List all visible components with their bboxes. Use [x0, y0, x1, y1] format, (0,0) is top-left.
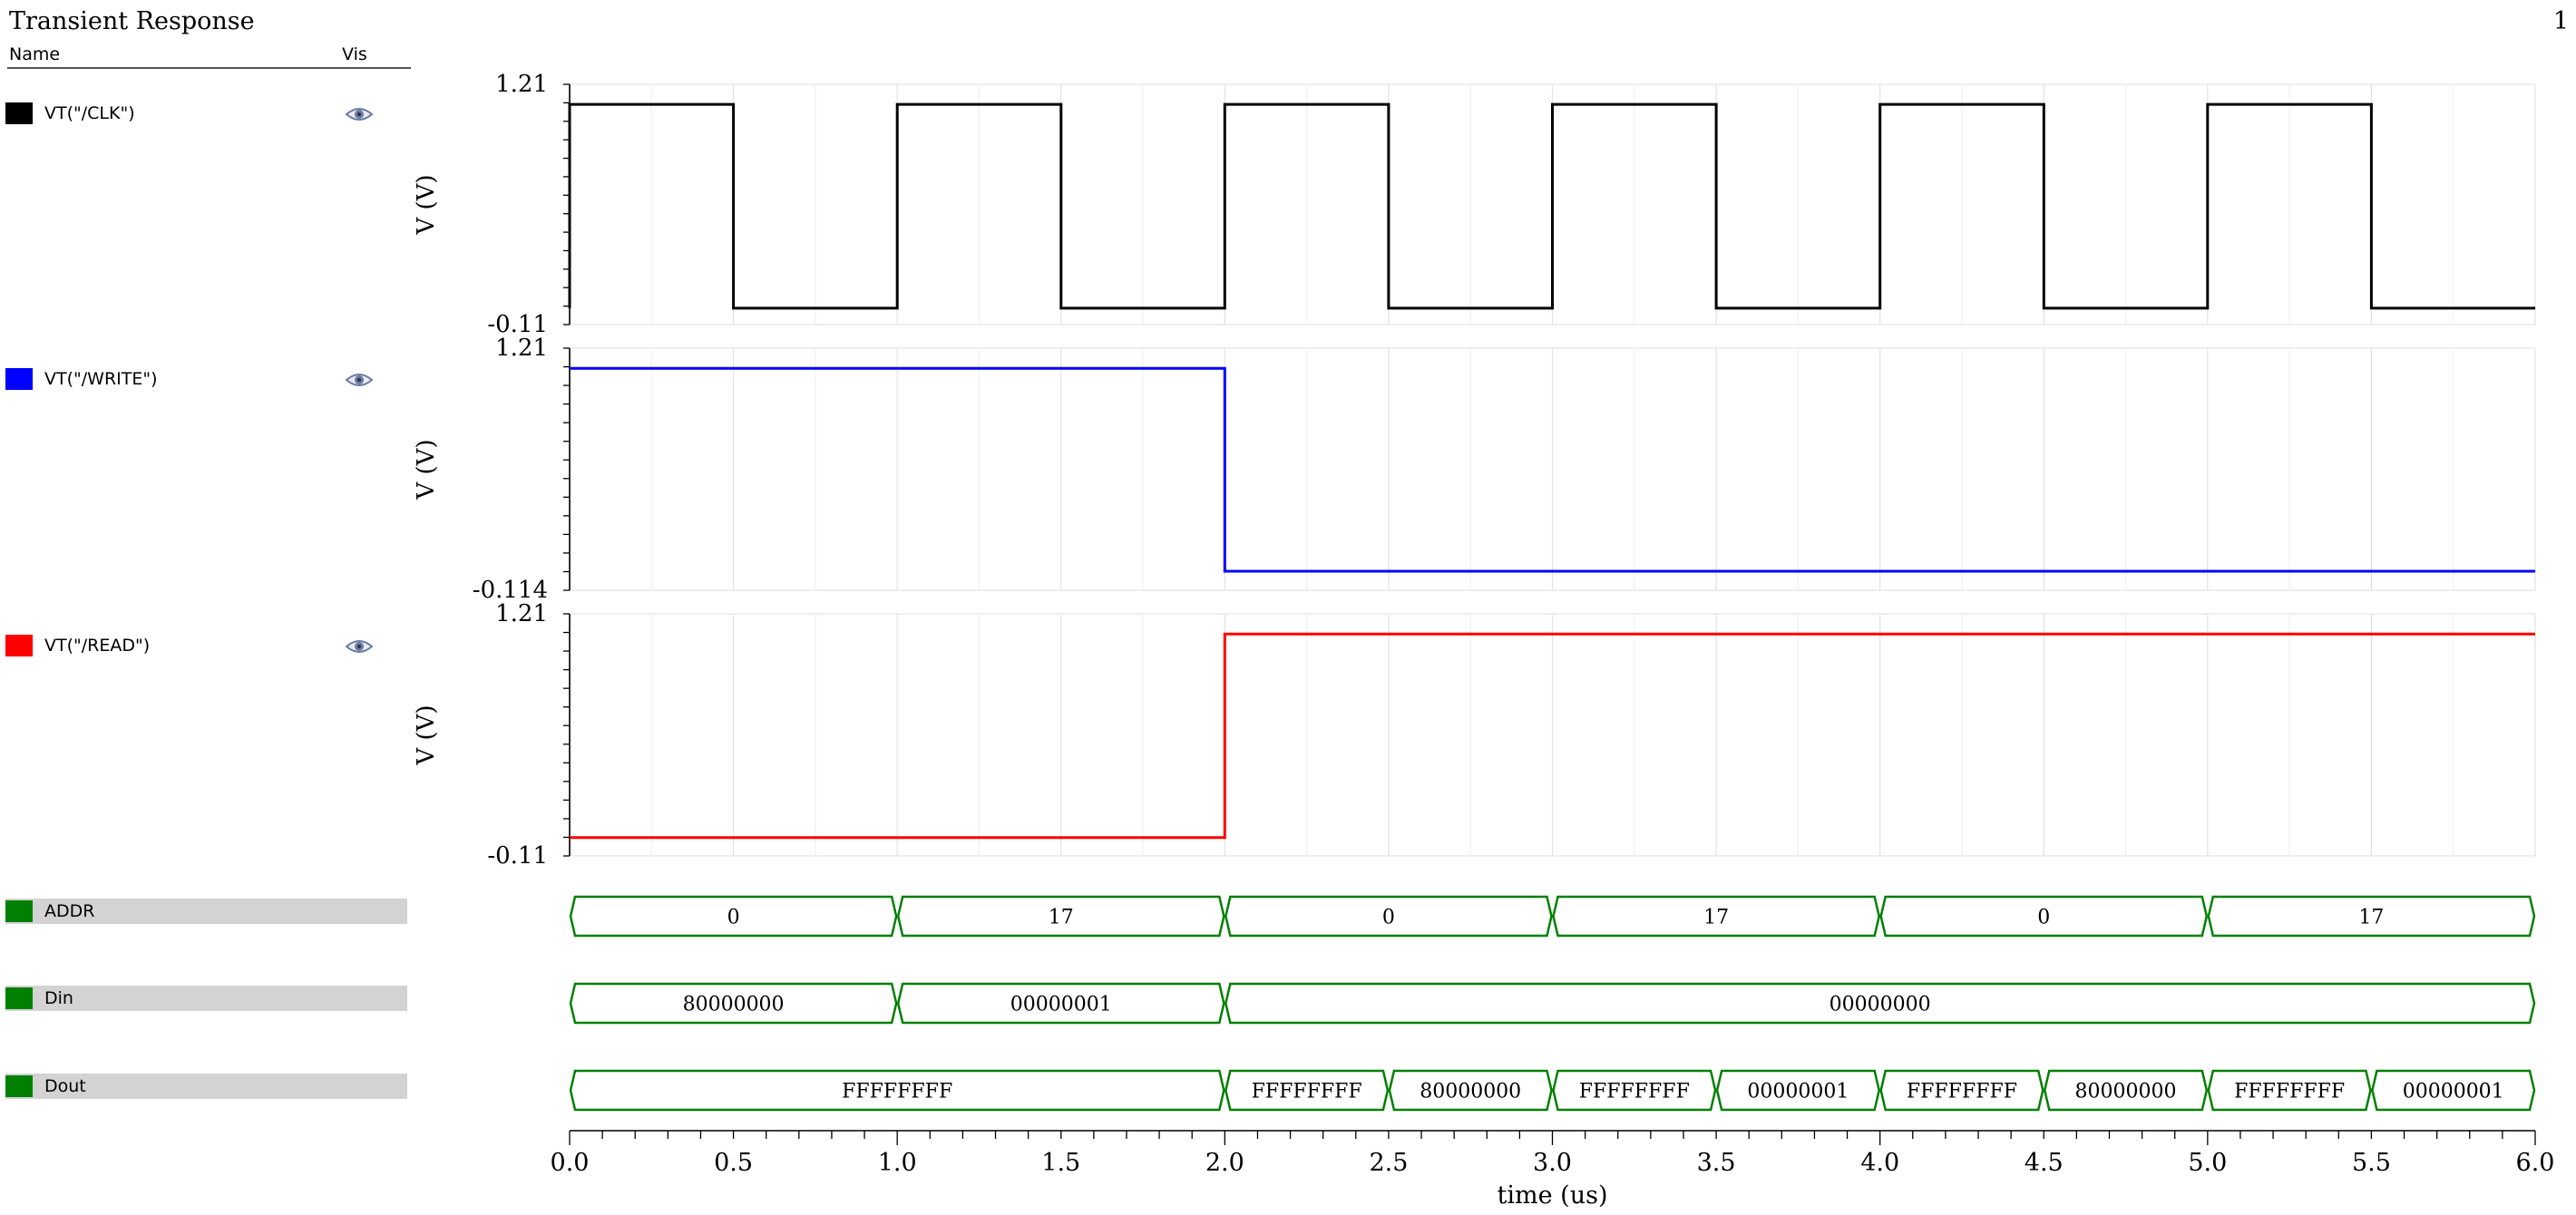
bus-segment	[1715, 1069, 1880, 1112]
bus-row: 80000000 00000001 00000000	[569, 982, 2536, 1025]
eye-icon[interactable]	[345, 637, 374, 656]
bus-value-label: 80000000	[1420, 1081, 1521, 1103]
bus-value-label: 17	[1049, 907, 1074, 929]
legend-item-label: Din	[44, 988, 73, 1008]
legend-vis-header: Vis	[342, 44, 367, 64]
bus-segment	[1552, 895, 1880, 938]
y-tick-label: 1.21	[495, 71, 548, 98]
color-swatch	[5, 368, 33, 390]
page-number: 1	[2552, 7, 2569, 35]
bus-row: FFFFFFFF FFFFFFFF 80000000 FFFFFFFF 00000001…	[569, 1069, 2536, 1112]
series-line	[570, 366, 2535, 573]
legend-item-dout[interactable]: Dout	[5, 1074, 407, 1099]
series-line	[568, 102, 2535, 310]
chart-title: Transient Response	[9, 7, 255, 35]
bus-segment	[569, 1069, 1225, 1112]
x-tick-label: 4.0	[1860, 1149, 1899, 1177]
x-axis-label: time (us)	[1498, 1181, 1608, 1210]
y-tick-label: -0.11	[487, 842, 548, 870]
x-tick-label: 6.0	[2516, 1149, 2555, 1177]
bus-segment	[1388, 1069, 1553, 1112]
bus-segment	[1879, 1069, 2044, 1112]
bus-value-label: 80000000	[683, 994, 785, 1016]
bus-value-label: 00000001	[1010, 994, 1112, 1016]
x-tick-label: 2.0	[1205, 1149, 1244, 1177]
legend-item-label: VT("/WRITE")	[44, 369, 158, 389]
bus-value-label: 0	[2037, 907, 2050, 929]
x-tick-label: 5.0	[2188, 1149, 2227, 1177]
bus-value-label: 0	[727, 907, 740, 929]
x-axis: 0.0 0.5 1.0 1.5 2.0 2.5 3.0 3.5 4.0 4.5 5.0 5.5 6.0 t…	[551, 1130, 2555, 1210]
bus-value-label: 80000000	[2075, 1081, 2177, 1103]
x-tick-label: 0.0	[551, 1149, 590, 1177]
bus-value-label: FFFFFFFF	[1579, 1081, 1690, 1103]
legend-item-label: Dout	[44, 1076, 86, 1096]
bus-segment	[1552, 1069, 1717, 1112]
color-swatch	[5, 987, 33, 1009]
legend-item-label: VT("/READ")	[44, 636, 151, 656]
y-tick-label: -0.11	[487, 311, 548, 338]
eye-icon[interactable]	[345, 104, 374, 124]
bus-value-label: FFFFFFFF	[1907, 1081, 2017, 1103]
bus-segment	[1879, 895, 2209, 938]
bus-value-label: 00000001	[1747, 1081, 1849, 1103]
legend-item-din[interactable]: Din	[5, 986, 407, 1011]
bus-segment	[1225, 982, 2536, 1025]
legend-item-clk[interactable]: VT("/CLK")	[5, 101, 135, 126]
series-line	[570, 632, 2535, 840]
x-tick-label: 5.5	[2352, 1149, 2391, 1177]
y-axis-label: V (V)	[413, 705, 440, 765]
x-tick-label: 1.5	[1041, 1149, 1080, 1177]
bus-value-label: 17	[1703, 907, 1729, 929]
bus-segment	[2207, 1069, 2372, 1112]
bus-row: 0 17 0 17 0 17	[569, 895, 2536, 938]
bus-segment	[2207, 895, 2536, 938]
legend-item-label: VT("/CLK")	[44, 103, 135, 123]
bus-value-label: 17	[2358, 907, 2384, 929]
bus-value-label: FFFFFFFF	[1252, 1081, 1362, 1103]
bus-segment	[2371, 1069, 2536, 1112]
color-swatch	[5, 900, 33, 922]
legend-name-header: Name	[9, 44, 61, 64]
y-tick-label: 1.21	[495, 600, 548, 627]
bus-segment	[569, 982, 898, 1025]
bus-segment	[569, 895, 898, 938]
bus-value-label: FFFFFFFF	[842, 1081, 952, 1103]
y-tick-label: -0.114	[473, 577, 548, 604]
bus-segment	[1225, 895, 1553, 938]
x-tick-label: 4.5	[2025, 1149, 2064, 1177]
bus-value-label: 00000001	[2403, 1081, 2504, 1103]
y-axis-label: V (V)	[413, 174, 440, 235]
eye-icon[interactable]	[345, 370, 374, 390]
bus-segment	[2043, 1069, 2209, 1112]
color-swatch	[5, 635, 33, 656]
x-tick-label: 3.5	[1697, 1149, 1736, 1177]
color-swatch	[5, 1075, 33, 1097]
bus-segment	[1225, 1069, 1390, 1112]
y-axis-label: V (V)	[413, 439, 440, 500]
legend-item-addr[interactable]: ADDR	[5, 899, 407, 924]
bus-value-label: 00000000	[1830, 994, 1931, 1016]
x-tick-label: 1.0	[878, 1149, 917, 1177]
bus-value-label: FFFFFFFF	[2234, 1081, 2345, 1103]
analog-strip: 1.21 -0.11 V (V)	[413, 71, 2536, 338]
bus-segment	[896, 982, 1225, 1025]
x-tick-label: 3.0	[1533, 1149, 1572, 1177]
x-tick-label: 0.5	[714, 1149, 753, 1177]
color-swatch	[5, 102, 33, 124]
y-tick-label: 1.21	[495, 335, 548, 362]
bus-segment	[896, 895, 1225, 938]
legend-header-divider	[7, 67, 411, 69]
analog-strip: 1.21 -0.114 V (V)	[413, 335, 2536, 604]
analog-strip: 1.21 -0.11 V (V)	[413, 600, 2536, 870]
legend-item-write[interactable]: VT("/WRITE")	[5, 366, 158, 392]
bus-value-label: 0	[1382, 907, 1395, 929]
legend-item-label: ADDR	[44, 901, 95, 921]
x-tick-label: 2.5	[1369, 1149, 1408, 1177]
legend-item-read[interactable]: VT("/READ")	[5, 633, 150, 658]
